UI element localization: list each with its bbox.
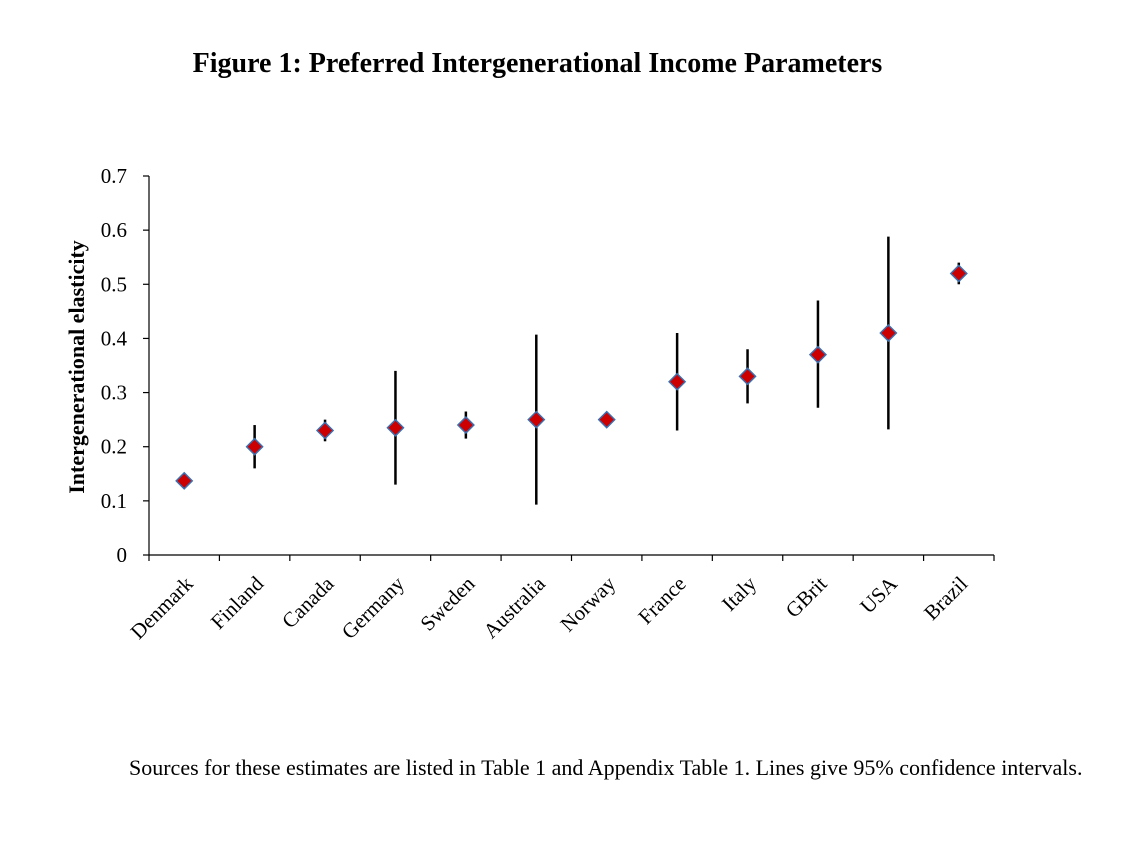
x-tick-label: Norway xyxy=(555,571,620,636)
data-point xyxy=(808,345,828,364)
data-point xyxy=(879,323,898,343)
x-tick-label: Australia xyxy=(478,571,550,643)
x-tick-label: Finland xyxy=(206,571,269,634)
x-tick-label: Denmark xyxy=(126,571,199,644)
data-point xyxy=(949,264,968,283)
figure-caption: Sources for these estimates are listed i… xyxy=(129,755,1083,780)
chart-axes xyxy=(148,176,994,556)
data-point xyxy=(386,418,405,437)
data-point xyxy=(245,437,264,456)
x-tick-label: Canada xyxy=(277,571,339,633)
y-axis-label: Intergenerational elasticity xyxy=(64,240,89,494)
y-tick-label: 0 xyxy=(117,543,128,567)
x-tick-label: Sweden xyxy=(415,571,479,635)
y-tick-label: 0.1 xyxy=(101,489,127,513)
data-point xyxy=(668,372,687,391)
y-tick-label: 0.6 xyxy=(101,218,127,242)
y-tick-label: 0.4 xyxy=(101,326,128,350)
y-tick-label: 0.5 xyxy=(101,272,127,296)
error-bars xyxy=(253,236,961,505)
x-tick-label: Germany xyxy=(337,571,410,644)
data-point xyxy=(527,410,546,429)
data-point xyxy=(597,410,616,429)
y-tick-label: 0.7 xyxy=(101,164,127,188)
y-tick-label: 0.2 xyxy=(101,435,127,459)
x-tick-label: USA xyxy=(855,571,902,618)
figure-title: Figure 1: Preferred Intergenerational In… xyxy=(192,48,883,79)
x-tick-label: France xyxy=(633,572,690,629)
data-markers xyxy=(175,264,968,490)
data-point xyxy=(738,367,757,386)
data-point xyxy=(175,471,194,490)
y-ticks: 0 0.1 0.2 0.3 0.4 0.5 0.6 0.7 xyxy=(101,164,149,567)
x-tick-label: Brazil xyxy=(919,571,972,624)
x-tick-label: GBrit xyxy=(781,571,832,622)
x-tick-label: Italy xyxy=(717,571,762,616)
data-point xyxy=(315,421,335,440)
data-point xyxy=(456,415,475,435)
y-tick-label: 0.3 xyxy=(101,381,127,405)
